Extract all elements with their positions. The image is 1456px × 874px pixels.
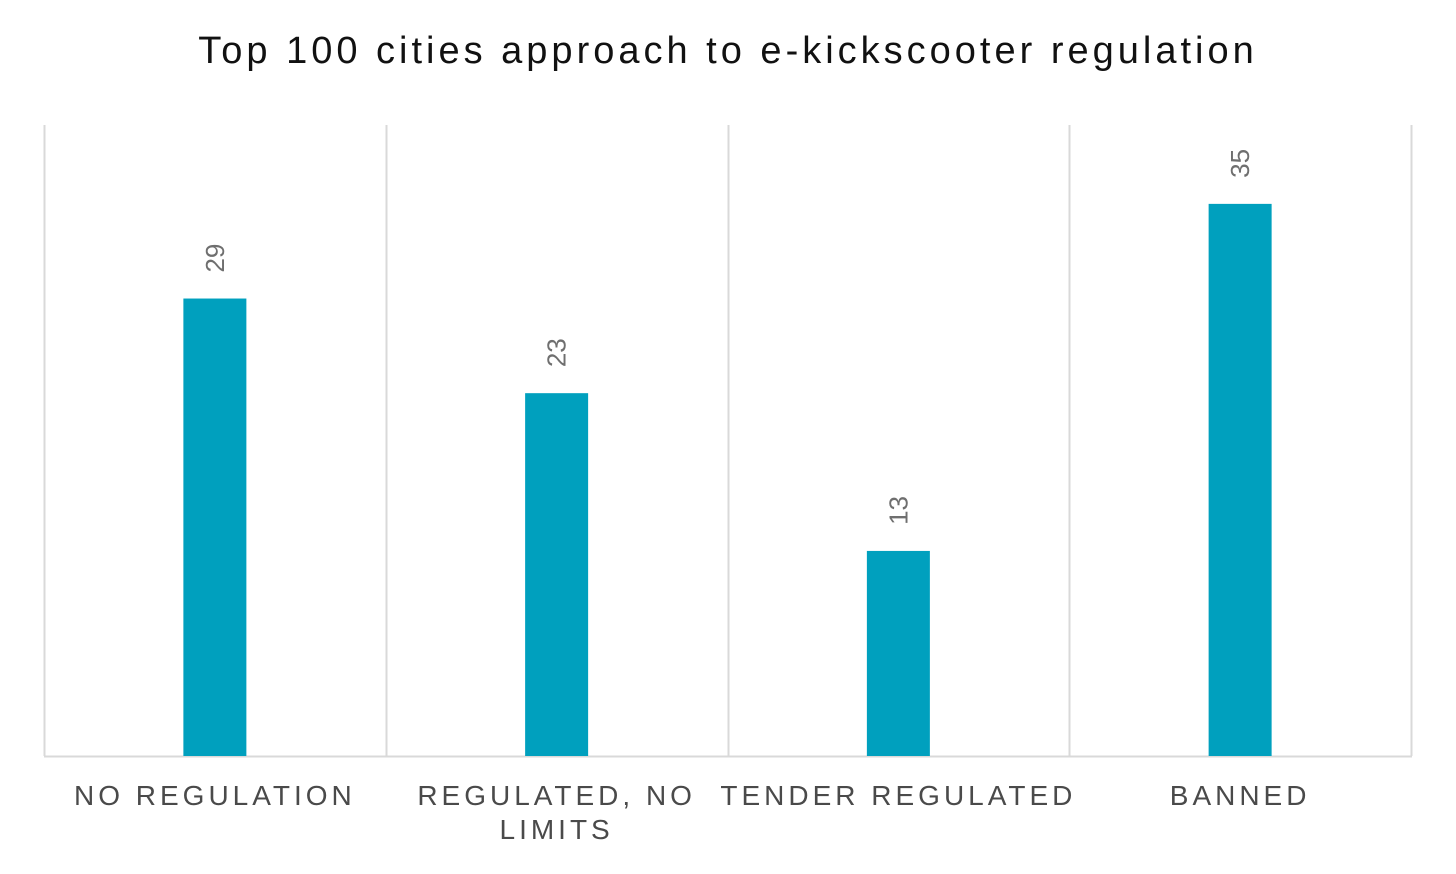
data-label: 23: [542, 338, 572, 367]
bar-tender-regulated: [866, 550, 930, 756]
category-label: TENDER REGULATED: [720, 780, 1076, 811]
category-label: LIMITS: [500, 814, 614, 845]
data-label: 13: [883, 496, 913, 525]
data-label: 35: [1225, 149, 1255, 178]
category-label: NO REGULATION: [74, 780, 356, 811]
data-label: 29: [200, 244, 230, 273]
category-label: REGULATED, NO: [417, 780, 696, 811]
category-label: BANNED: [1170, 780, 1311, 811]
bar-regulated-no-limits: [525, 393, 589, 756]
bar-no-regulation: [183, 298, 247, 756]
bar-banned: [1208, 203, 1272, 756]
chart-title: Top 100 cities approach to e-kickscooter…: [198, 30, 1258, 72]
